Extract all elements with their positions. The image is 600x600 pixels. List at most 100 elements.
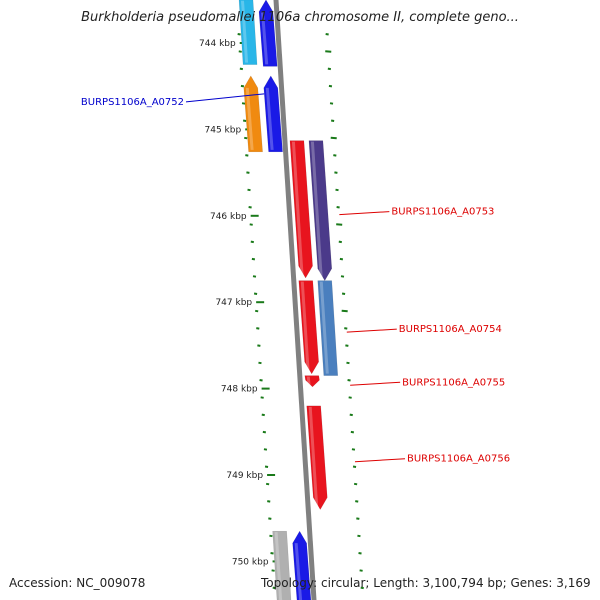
tick-mark [350,430,355,434]
tick-mark [262,430,267,434]
tick-mark [251,257,256,261]
tick-mark [269,534,273,538]
label-leader [339,211,390,216]
label-leader [354,458,406,463]
gene-arrow [258,0,278,67]
gene-label: BURPS1106A_A0755 [402,377,505,388]
gene-arrow [243,75,263,153]
tick-mark [339,257,344,261]
gene-arrow [272,530,292,600]
gene-arrow [238,0,258,65]
tick-mark [360,586,364,590]
tick-mark [330,119,335,122]
tick-mark [328,84,333,88]
tick-mark [252,275,257,278]
gene-highlight [308,406,319,508]
tick-mark [333,154,337,157]
tick-mark [240,84,245,88]
tick-mark [259,379,263,382]
tick-mark [239,67,244,71]
tick-mark [271,569,275,572]
scale-label: 745 kbp [205,125,242,135]
tick-mark [345,344,349,347]
gene-label: BURPS1106A_A0756 [407,454,510,465]
tick-mark [336,223,343,226]
scale-label: 750 kbp [232,557,269,567]
tick-mark [245,154,249,157]
tick-mark [335,188,339,192]
gene-arrow [317,280,339,376]
gene-label: BURPS1106A_A0753 [391,207,494,218]
gene-label-leaders: BURPS1106A_A0752 BURPS1106A_A0753 BURPS110… [81,93,510,465]
tick-mark [325,50,332,53]
tick-mark [249,223,253,226]
topology-summary: Topology: circular; Length: 3,100,794 bp… [261,576,591,590]
tick-mark [250,240,254,244]
tick-mark [357,534,361,538]
tick-mark [238,50,242,53]
tick-mark [338,240,342,244]
scale-label: 744 kbp [199,39,236,49]
tick-mark [247,188,251,192]
tick-mark [348,396,352,399]
tick-mark [341,292,346,295]
tick-mark [270,552,274,555]
tick-mark [329,102,334,105]
tick-mark [264,465,269,468]
scale-label: 747 kbp [215,298,252,308]
gene-highlight [274,532,283,600]
gene-highlight [240,0,249,63]
tick-mark [257,344,261,347]
gene-highlight [245,87,254,150]
tick-mark [244,136,248,140]
gene-highlight [291,141,304,277]
gene-highlight [265,87,274,150]
tick-mark [260,396,264,399]
gene-highlight [319,281,329,374]
tick-mark [248,206,252,209]
backbone-line [273,0,317,600]
tick-mark [246,171,250,174]
gene-highlight [310,141,323,279]
tick-mark [325,33,329,36]
gene-highlight [300,281,310,372]
inner-tick-marks [237,33,276,590]
label-leader [185,93,265,103]
tick-mark [340,275,345,278]
tick-mark [353,482,358,486]
gene-arrow [304,375,320,388]
gene-arrow [298,280,319,375]
scale-label: 746 kbp [210,212,247,222]
tick-mark [241,102,246,105]
tick-mark [258,361,262,365]
tick-mark [341,309,348,313]
tick-mark [263,448,268,451]
scale-label: 749 kbp [226,471,263,481]
gene-highlight [294,543,303,600]
tick-mark [255,309,259,313]
tick-mark [267,500,271,503]
gene-arrow [263,75,283,153]
tick-mark [327,67,332,71]
gene-highlight [260,11,269,65]
gene-label: BURPS1106A_A0754 [399,324,502,335]
label-leader [350,381,401,386]
gene-arrow [306,405,328,511]
label-leader [346,328,397,333]
tick-mark [356,517,360,520]
gene-highlight [306,376,311,385]
tick-mark [272,586,276,590]
tick-mark [347,379,351,382]
map-title: Burkholderia pseudomallei 1106a chromoso… [81,10,519,25]
tick-mark [352,465,357,468]
tick-mark [256,327,260,330]
tick-mark [355,500,359,503]
tick-mark [336,206,340,209]
scale-label: 748 kbp [221,385,258,395]
tick-mark [253,292,258,295]
tick-mark [265,482,270,486]
tick-mark [330,136,337,140]
tick-mark [351,448,356,451]
